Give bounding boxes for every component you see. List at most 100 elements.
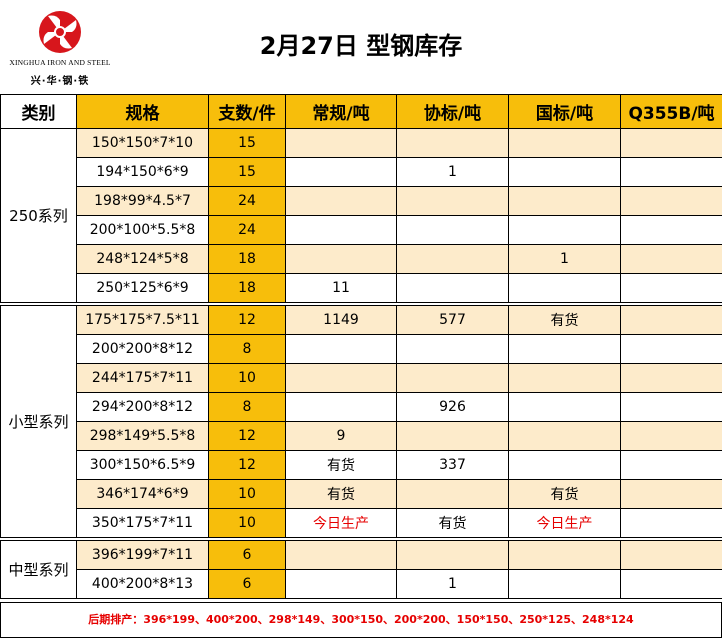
q355b-cell [620, 273, 722, 303]
regular-cell [285, 363, 397, 393]
count-cell: 18 [208, 273, 286, 303]
spec-cell: 400*200*8*13 [76, 569, 209, 599]
spec-cell: 300*150*6.5*9 [76, 450, 209, 480]
table-row: 294*200*8*12 8 926 [1, 392, 722, 422]
spec-cell: 346*174*6*9 [76, 479, 209, 509]
q355b-cell [620, 363, 722, 393]
table-row: 250系列 150*150*7*10 15 [0, 128, 722, 303]
guobiao-cell [508, 157, 621, 187]
table-row: 300*150*6.5*9 12 有货 337 [1, 450, 722, 480]
count-cell: 12 [208, 305, 286, 335]
brand-name-en: XINGHUA IRON AND STEEL [9, 58, 111, 67]
spec-cell: 250*125*6*9 [76, 273, 209, 303]
table-row: 200*100*5.5*8 24 [1, 215, 722, 245]
guobiao-cell: 1 [508, 244, 621, 274]
xiebiao-cell: 926 [396, 392, 509, 422]
page-header: XINGHUA IRON AND STEEL 兴·华·钢·铁 2月27日 型钢库… [0, 0, 722, 94]
table-row: 298*149*5.5*8 12 9 [1, 421, 722, 451]
guobiao-cell [508, 363, 621, 393]
xiebiao-cell: 1 [396, 569, 509, 599]
table-row: 194*150*6*9 15 1 [1, 157, 722, 187]
q355b-cell [620, 186, 722, 216]
count-cell: 24 [208, 215, 286, 245]
count-cell: 6 [208, 540, 286, 570]
header-category: 类别 [0, 94, 77, 129]
spec-cell: 150*150*7*10 [76, 128, 209, 158]
q355b-cell [620, 334, 722, 364]
xiebiao-cell [396, 273, 509, 303]
xiebiao-cell [396, 540, 509, 570]
count-cell: 12 [208, 450, 286, 480]
company-logo: XINGHUA IRON AND STEEL 兴·华·钢·铁 [4, 6, 116, 90]
count-cell: 6 [208, 569, 286, 599]
spec-cell: 298*149*5.5*8 [76, 421, 209, 451]
header-guobiao: 国标/吨 [508, 94, 621, 129]
regular-cell [285, 186, 397, 216]
xiebiao-cell [396, 186, 509, 216]
production-schedule-note: 后期排产：396*199、400*200、298*149、300*150、200… [0, 602, 722, 638]
xiebiao-cell [396, 479, 509, 509]
xiebiao-cell: 577 [396, 305, 509, 335]
guobiao-cell [508, 334, 621, 364]
table-header-row: 类别 规格 支数/件 常规/吨 协标/吨 国标/吨 Q355B/吨 [0, 94, 722, 129]
count-cell: 15 [208, 128, 286, 158]
xiebiao-cell: 有货 [396, 508, 509, 538]
q355b-cell [620, 421, 722, 451]
spec-cell: 200*100*5.5*8 [76, 215, 209, 245]
q355b-cell [620, 569, 722, 599]
count-cell: 10 [208, 363, 286, 393]
guobiao-cell [508, 450, 621, 480]
header-regular: 常规/吨 [285, 94, 397, 129]
guobiao-cell [508, 273, 621, 303]
table-row: 400*200*8*13 6 1 [1, 569, 722, 599]
q355b-cell [620, 479, 722, 509]
guobiao-cell [508, 421, 621, 451]
guobiao-cell: 有货 [508, 479, 621, 509]
header-xiebiao: 协标/吨 [396, 94, 509, 129]
regular-cell [285, 569, 397, 599]
xiebiao-cell [396, 128, 509, 158]
regular-cell: 1149 [285, 305, 397, 335]
count-cell: 10 [208, 508, 286, 538]
count-cell: 12 [208, 421, 286, 451]
regular-cell: 11 [285, 273, 397, 303]
count-cell: 10 [208, 479, 286, 509]
count-cell: 15 [208, 157, 286, 187]
spec-cell: 244*175*7*11 [76, 363, 209, 393]
regular-cell [285, 334, 397, 364]
q355b-cell [620, 450, 722, 480]
table-row: 346*174*6*9 10 有货 有货 [1, 479, 722, 509]
q355b-cell [620, 305, 722, 335]
regular-cell [285, 244, 397, 274]
spec-cell: 294*200*8*12 [76, 392, 209, 422]
header-q355b: Q355B/吨 [620, 94, 722, 129]
q355b-cell [620, 392, 722, 422]
xiebiao-cell: 1 [396, 157, 509, 187]
table-row: 198*99*4.5*7 24 [1, 186, 722, 216]
header-count: 支数/件 [208, 94, 286, 129]
q355b-cell [620, 157, 722, 187]
q355b-cell [620, 508, 722, 538]
table-row: 小型系列 175*175*7.5*11 12 1149 577 有货 [0, 305, 722, 538]
count-cell: 8 [208, 334, 286, 364]
xiebiao-cell: 337 [396, 450, 509, 480]
q355b-cell [620, 215, 722, 245]
header-spec: 规格 [76, 94, 209, 129]
page-title: 2月27日 型钢库存 [259, 32, 463, 60]
category-cell: 中型系列 [0, 540, 77, 599]
spec-cell: 396*199*7*11 [76, 540, 209, 570]
guobiao-cell [508, 128, 621, 158]
table-row: 248*124*5*8 18 1 [1, 244, 722, 274]
brand-name-cn: 兴·华·钢·铁 [30, 76, 90, 87]
xiebiao-cell [396, 334, 509, 364]
spec-cell: 350*175*7*11 [76, 508, 209, 538]
spec-cell: 198*99*4.5*7 [76, 186, 209, 216]
q355b-cell [620, 128, 722, 158]
inventory-table: 类别 规格 支数/件 常规/吨 协标/吨 国标/吨 Q355B/吨 250系列 1… [0, 94, 722, 599]
regular-cell [285, 128, 397, 158]
regular-cell: 有货 [285, 450, 397, 480]
count-cell: 24 [208, 186, 286, 216]
guobiao-cell [508, 569, 621, 599]
spec-cell: 194*150*6*9 [76, 157, 209, 187]
regular-cell: 有货 [285, 479, 397, 509]
